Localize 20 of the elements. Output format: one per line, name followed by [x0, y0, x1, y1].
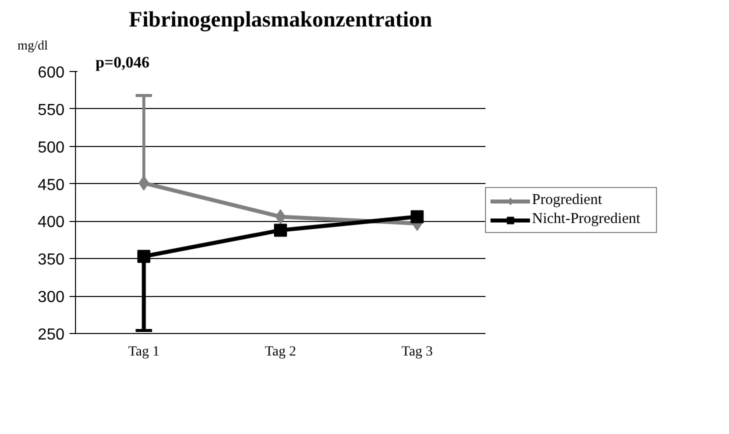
y-tick-label: 400: [38, 214, 65, 232]
y-tick-label: 550: [38, 102, 65, 119]
legend-label: Progredient: [532, 192, 603, 209]
y-axis-title: mg/dl: [18, 38, 48, 52]
point: [275, 209, 286, 224]
point: [410, 210, 424, 224]
point: [274, 224, 287, 237]
legend-label: Nicht-Progredient: [532, 211, 642, 228]
y-tick-label: 300: [38, 289, 65, 306]
y-tick-label: 500: [38, 139, 65, 156]
x-tick-label: Tag 1: [128, 344, 160, 360]
annotation: p=0,046: [96, 54, 150, 72]
y-tick-label: 600: [38, 64, 65, 82]
y-tick-label: 450: [38, 176, 65, 194]
y-tick-label: 350: [38, 252, 65, 269]
chart-title: Fibrinogenplasmakonzentration: [128, 6, 432, 32]
y-tick-label: 250: [38, 326, 65, 344]
x-tick-label: Tag 2: [264, 344, 296, 360]
x-tick-label: Tag 3: [402, 344, 433, 360]
point: [137, 250, 150, 263]
